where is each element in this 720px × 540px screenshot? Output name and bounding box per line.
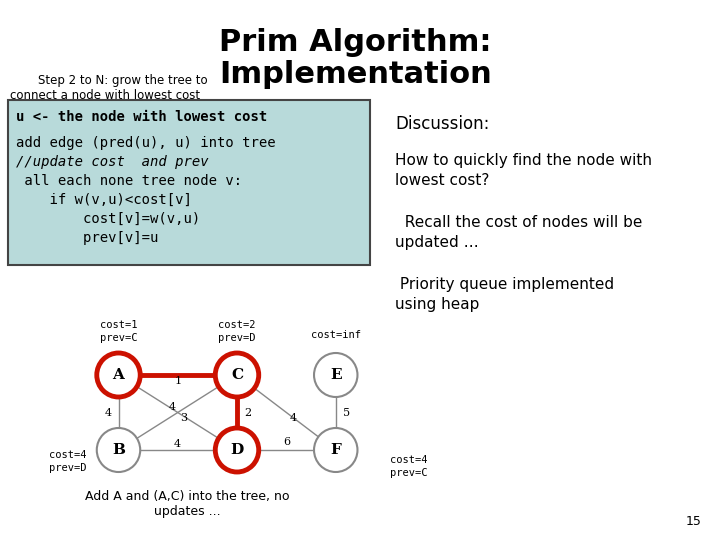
Text: all each none tree node v:: all each none tree node v:	[16, 174, 242, 188]
FancyBboxPatch shape	[8, 100, 370, 265]
Text: Discussion:: Discussion:	[395, 115, 490, 133]
Text: E: E	[330, 368, 341, 382]
Text: B: B	[112, 443, 125, 457]
Text: 3: 3	[180, 413, 187, 423]
Circle shape	[314, 353, 357, 397]
Text: lowest cost?: lowest cost?	[395, 173, 490, 188]
Circle shape	[314, 428, 357, 472]
Text: prev=D: prev=D	[50, 463, 87, 473]
Text: prev[v]=u: prev[v]=u	[16, 231, 158, 245]
Text: How to quickly find the node with: How to quickly find the node with	[395, 153, 652, 168]
Text: 1: 1	[174, 376, 181, 387]
Circle shape	[96, 353, 140, 397]
Text: 4: 4	[174, 438, 181, 449]
Text: cost[v]=w(v,u): cost[v]=w(v,u)	[16, 212, 200, 226]
Text: cost=inf: cost=inf	[311, 330, 361, 340]
Text: Step 2 to N: grow the tree to: Step 2 to N: grow the tree to	[37, 74, 207, 87]
Text: Add A and (A,C) into the tree, no
updates ...: Add A and (A,C) into the tree, no update…	[86, 490, 290, 518]
Text: cost=4: cost=4	[390, 455, 428, 465]
Text: cost=4: cost=4	[50, 450, 87, 460]
Text: 15: 15	[685, 515, 701, 528]
Text: C: C	[231, 368, 243, 382]
Text: Priority queue implemented: Priority queue implemented	[395, 277, 614, 292]
Text: 6: 6	[283, 437, 290, 448]
Text: updated …: updated …	[395, 235, 479, 250]
Text: using heap: using heap	[395, 297, 480, 312]
Text: connect a node with lowest cost: connect a node with lowest cost	[10, 89, 200, 102]
Circle shape	[215, 353, 258, 397]
Text: 4: 4	[290, 413, 297, 423]
Text: u <- the node with lowest cost: u <- the node with lowest cost	[16, 110, 267, 124]
Text: 5: 5	[343, 408, 350, 417]
Text: add edge (pred(u), u) into tree: add edge (pred(u), u) into tree	[16, 136, 276, 150]
Text: F: F	[330, 443, 341, 457]
Text: prev=C: prev=C	[390, 468, 428, 478]
Text: cost=1: cost=1	[100, 320, 138, 330]
Text: cost=2: cost=2	[218, 320, 256, 330]
Text: prev=C: prev=C	[100, 333, 138, 343]
Text: 4: 4	[104, 408, 112, 417]
Text: A: A	[112, 368, 125, 382]
Text: Implementation: Implementation	[219, 60, 492, 89]
Text: 2: 2	[244, 408, 251, 417]
Text: 4: 4	[168, 402, 176, 412]
Circle shape	[215, 428, 258, 472]
Text: if w(v,u)<cost[v]: if w(v,u)<cost[v]	[16, 193, 192, 207]
Text: D: D	[230, 443, 243, 457]
Text: prev=D: prev=D	[218, 333, 256, 343]
Text: Prim Algorithm:: Prim Algorithm:	[220, 28, 492, 57]
Text: Recall the cost of nodes will be: Recall the cost of nodes will be	[395, 215, 642, 230]
Circle shape	[96, 428, 140, 472]
Text: //update cost  and prev: //update cost and prev	[16, 155, 208, 169]
